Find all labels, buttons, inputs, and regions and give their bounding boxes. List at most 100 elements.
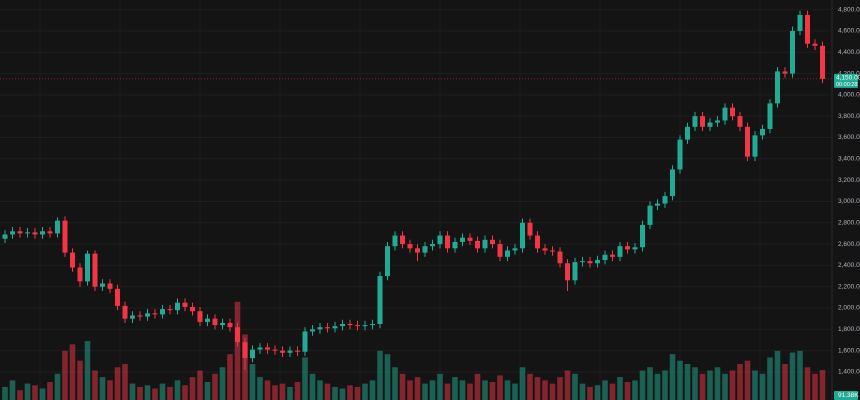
candle-body (580, 261, 585, 263)
volume-bar (309, 373, 316, 400)
volume-bar (557, 377, 563, 400)
volume-bar (617, 377, 623, 400)
volume-bar (639, 370, 646, 400)
volume-bar (797, 350, 803, 400)
volume-bar (504, 380, 511, 400)
volume-bar (467, 383, 473, 400)
candle-body (107, 283, 113, 289)
candle-body (317, 327, 323, 330)
y-tick-label: 4,600.00 (838, 28, 860, 35)
candle-body (62, 220, 68, 253)
candle-body (400, 235, 405, 245)
candle-body (737, 116, 743, 127)
volume-bar (407, 380, 413, 400)
candle-body (2, 234, 8, 239)
volume-bar (647, 367, 653, 400)
volume-bar (294, 381, 301, 400)
y-tick-label: 2,600.00 (838, 241, 860, 248)
volume-bar (107, 380, 113, 400)
volume-bar (662, 370, 668, 400)
y-tick-label: 1,800.00 (838, 326, 860, 333)
y-tick-label: 3,000.00 (838, 198, 860, 205)
candle-body (572, 262, 578, 281)
volume-bar (264, 380, 271, 400)
volume-bar (692, 367, 698, 400)
volume-bar (189, 377, 196, 400)
volume-bar (534, 377, 541, 400)
candle-body (707, 122, 713, 127)
candle-body (805, 14, 810, 44)
volume-bar (414, 377, 421, 400)
volume-bar (459, 380, 466, 400)
candle-body (610, 254, 615, 257)
volume-bar (707, 370, 713, 400)
last-price-label: 4,150.00 (836, 75, 860, 82)
candle-body (220, 322, 225, 326)
volume-bar (737, 363, 743, 400)
candle-body (460, 237, 465, 242)
candle-body (212, 318, 218, 326)
candle-body (280, 350, 285, 353)
candle-body (505, 250, 510, 257)
volume-bar (542, 380, 548, 400)
volume-bar (392, 367, 398, 400)
candle-body (617, 246, 623, 257)
candle-body (467, 237, 473, 241)
volume-bar (602, 380, 608, 400)
volume-bar (54, 373, 61, 400)
volume-bar (812, 373, 818, 400)
candle-body (520, 222, 525, 249)
candle-body (385, 246, 390, 277)
candle-body (377, 276, 383, 325)
candle-body (730, 107, 735, 117)
volume-bar (362, 383, 368, 400)
candle-body (797, 14, 803, 31)
candle-body (820, 45, 825, 79)
volume-bar (699, 373, 706, 400)
volume-bar (549, 383, 556, 400)
volume-bar (789, 352, 796, 400)
volume-bar (804, 367, 811, 400)
volume-bar (302, 357, 308, 400)
candle-body (422, 246, 428, 253)
candle-body (130, 315, 135, 319)
candle-body (497, 244, 503, 257)
candle-body (115, 288, 120, 306)
candle-body (235, 327, 240, 343)
candle-body (692, 116, 698, 127)
candle-body (32, 232, 38, 235)
candle-body (250, 349, 255, 359)
y-tick-label: 4,400.00 (838, 49, 860, 56)
volume-bar (444, 383, 451, 400)
candle-body (197, 311, 203, 322)
volume-bar (204, 381, 211, 400)
volume-bar (69, 344, 76, 400)
candle-body (752, 135, 758, 157)
volume-bar (497, 375, 503, 400)
candle-body (70, 252, 75, 268)
candle-body (47, 231, 53, 234)
candle-body (790, 30, 795, 74)
volume-bar (714, 367, 721, 400)
volume-bar (452, 377, 458, 400)
volume-bar (422, 383, 428, 400)
volume-bar (182, 385, 188, 400)
candle-body (175, 302, 180, 311)
volume-bar (744, 360, 751, 400)
candle-body (85, 253, 90, 282)
candle-body (602, 254, 608, 261)
candle-body (362, 325, 368, 327)
candle-body (812, 43, 818, 46)
candle-body (512, 248, 518, 251)
volume-bar (234, 301, 241, 400)
candle-body (302, 331, 308, 352)
volume-bar (249, 363, 256, 400)
volume-bar (759, 373, 766, 400)
volume-bar (669, 354, 676, 400)
candle-body (355, 325, 360, 327)
y-tick-label: 2,400.00 (838, 262, 860, 269)
volume-bar (729, 370, 736, 400)
volume-bar (624, 381, 631, 400)
volume-bar (377, 350, 383, 400)
